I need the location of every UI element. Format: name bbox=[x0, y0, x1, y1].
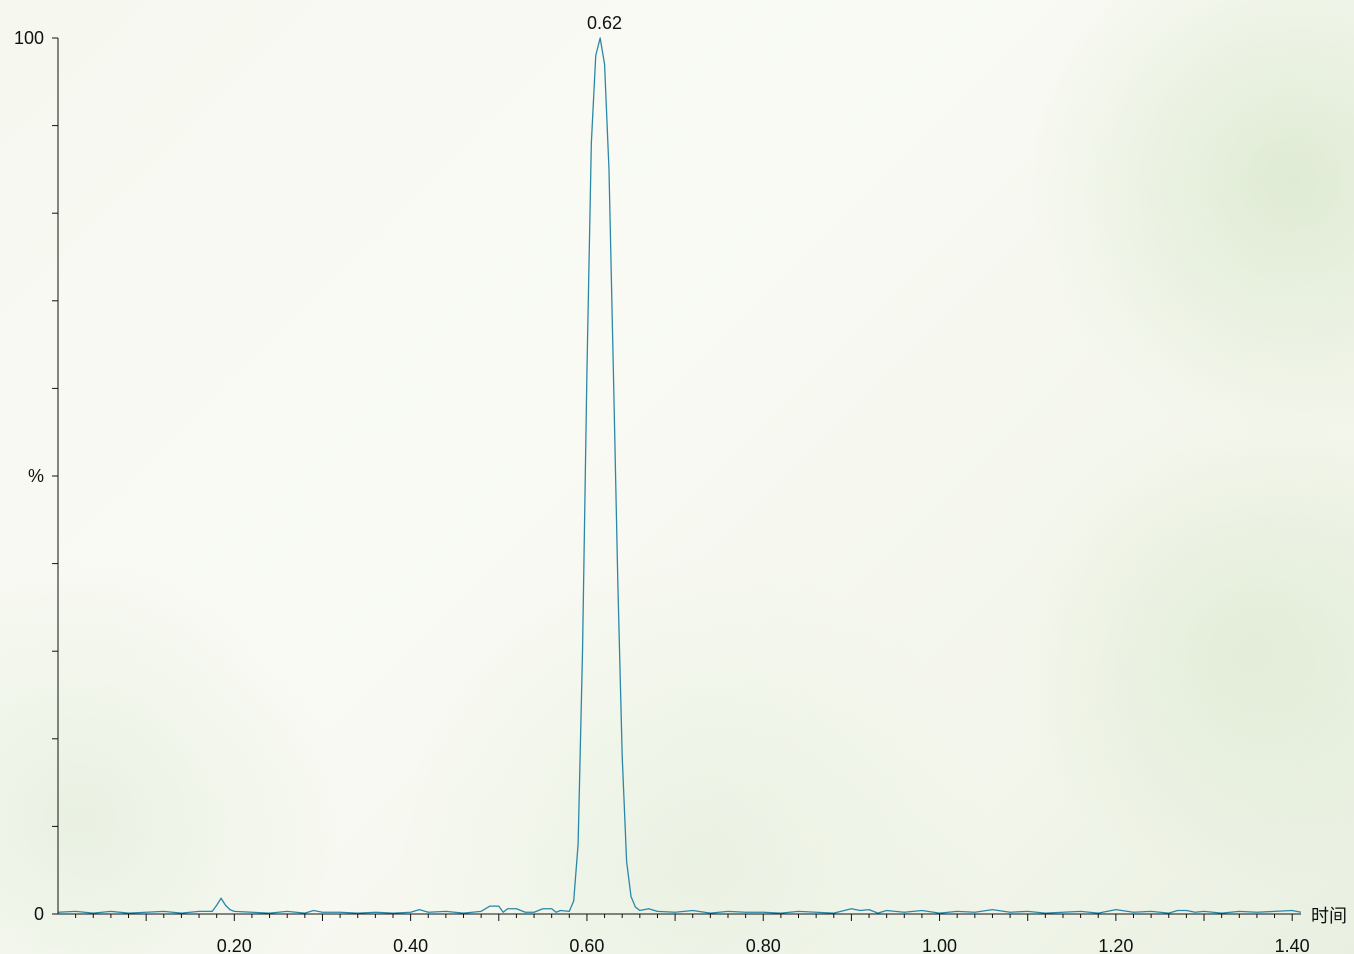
plot-area bbox=[57, 37, 1302, 914]
x-axis-label: 时间 bbox=[1311, 906, 1347, 926]
y-tick-label: 100 bbox=[14, 28, 44, 48]
ticks bbox=[52, 37, 1293, 921]
x-tick-label: 0.20 bbox=[217, 936, 252, 954]
y-tick-label: 0 bbox=[34, 904, 44, 924]
x-tick-label: 0.60 bbox=[569, 936, 604, 954]
y-tick-label: % bbox=[28, 466, 44, 486]
peak-label: 0.62 bbox=[587, 13, 622, 33]
x-tick-label: 1.00 bbox=[922, 936, 957, 954]
x-tick-label: 1.20 bbox=[1098, 936, 1133, 954]
chromatogram-trace bbox=[57, 37, 1302, 914]
x-tick-label: 0.80 bbox=[746, 936, 781, 954]
x-tick-label: 0.40 bbox=[393, 936, 428, 954]
tick-labels: 0% 100 0.20 0.40 0.60 0.80 1.00 1.20 1.40 bbox=[14, 28, 1310, 954]
axes bbox=[57, 38, 1301, 915]
peak-annotations: 0.62 bbox=[587, 13, 622, 33]
x-tick-label: 1.40 bbox=[1275, 936, 1310, 954]
